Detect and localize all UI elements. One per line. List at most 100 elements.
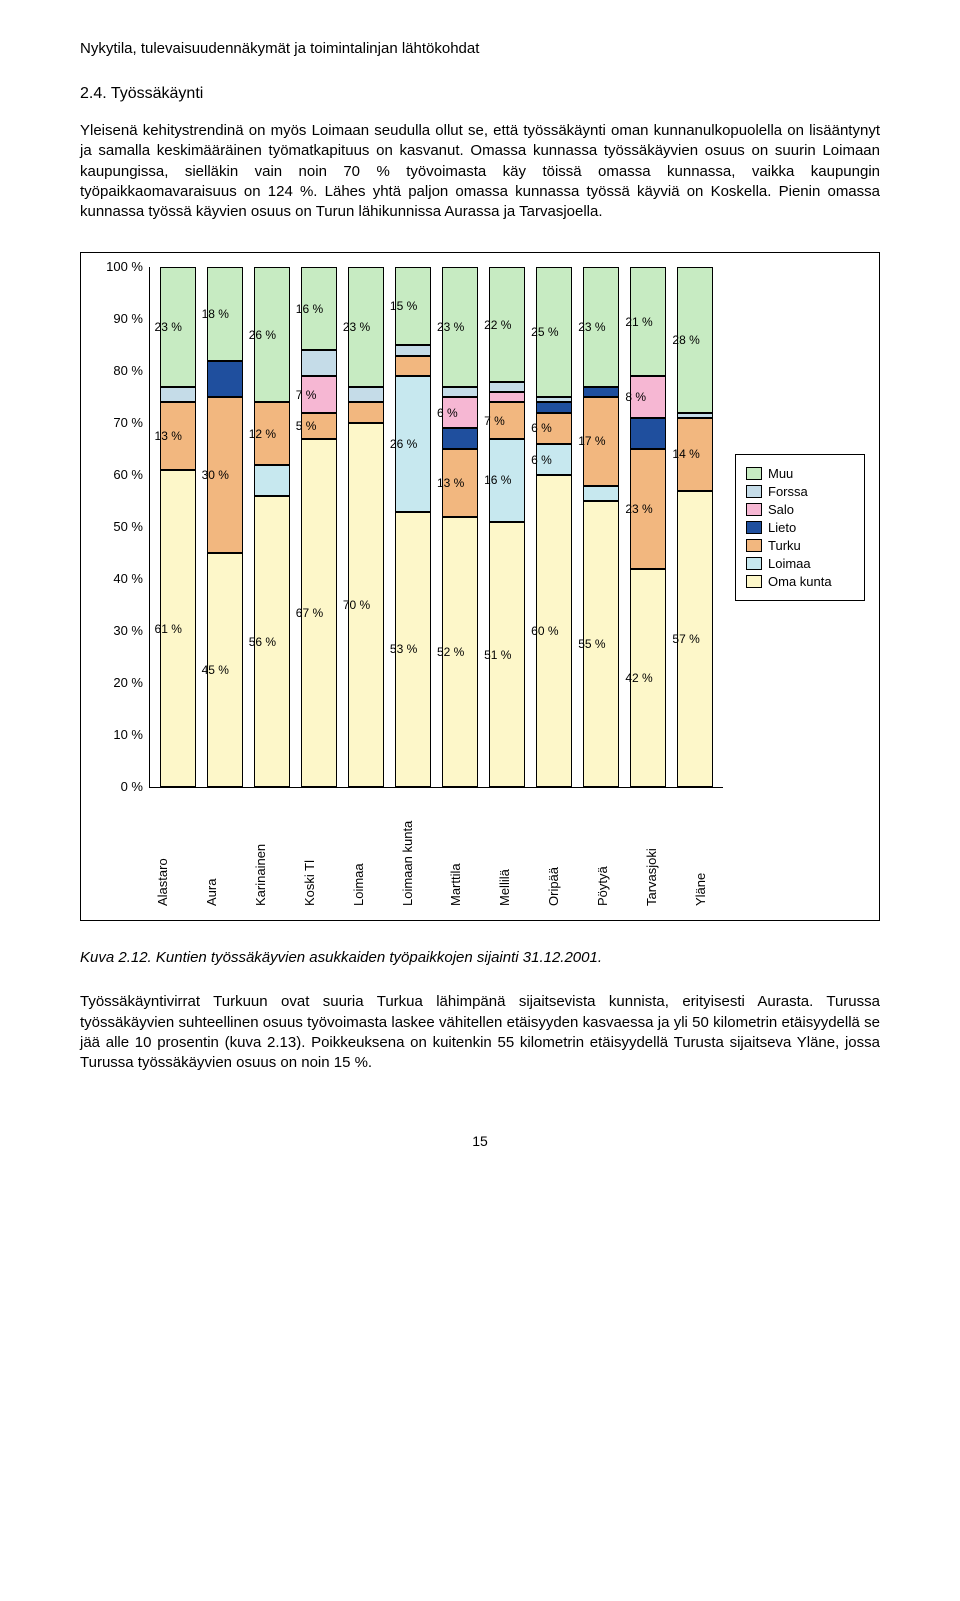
segment-label: 14 % <box>672 447 699 461</box>
legend-item: Muu <box>746 466 854 481</box>
segment-label: 15 % <box>390 299 417 313</box>
bar-segment: 6 % <box>536 444 572 475</box>
legend-label: Oma kunta <box>768 574 832 589</box>
bar-segment <box>348 402 384 423</box>
section-title: 2.4. Työssäkäynti <box>80 85 880 103</box>
segment-label: 42 % <box>625 671 652 685</box>
bar-column: 55 % 17 % 23 % <box>583 267 619 787</box>
bar-segment <box>489 392 525 402</box>
bar-segment: 57 % <box>677 491 713 787</box>
bar-segment <box>583 486 619 502</box>
figure-caption: Kuva 2.12. Kuntien työssäkäyvien asukkai… <box>80 949 880 966</box>
x-tick-label: Loimaan kunta <box>400 796 436 906</box>
segment-label: 25 % <box>531 325 558 339</box>
segment-label: 28 % <box>672 333 699 347</box>
bar-column: 57 %14 % 28 % <box>677 267 713 787</box>
segment-label: 26 % <box>249 328 276 342</box>
bar-segment <box>442 428 478 449</box>
legend-item: Forssa <box>746 484 854 499</box>
segment-label: 67 % <box>296 606 323 620</box>
bar-segment: 23 % <box>583 267 619 387</box>
segment-label: 30 % <box>202 468 229 482</box>
legend-label: Salo <box>768 502 794 517</box>
page-header: Nykytila, tulevaisuudennäkymät ja toimin… <box>80 40 880 57</box>
bar-column: 61 %13 %23 % <box>160 267 196 787</box>
bar-column: 42 %23 %8 %21 % <box>630 267 666 787</box>
bar-segment: 14 % <box>677 418 713 491</box>
segment-label: 12 % <box>249 427 276 441</box>
bar-segment <box>301 350 337 376</box>
x-tick-label: Oripää <box>546 796 582 906</box>
bar-segment: 53 % <box>395 512 431 788</box>
segment-label: 21 % <box>625 315 652 329</box>
bar-segment <box>160 387 196 403</box>
x-tick-label: Tarvasjoki <box>644 796 680 906</box>
x-tick-label: Alastaro <box>155 796 191 906</box>
segment-label: 22 % <box>484 318 511 332</box>
legend-label: Turku <box>768 538 801 553</box>
segment-label: 23 % <box>155 320 182 334</box>
bar-segment <box>442 387 478 397</box>
bar-segment <box>395 356 431 377</box>
segment-label: 53 % <box>390 642 417 656</box>
x-tick-label: Loimaa <box>351 796 387 906</box>
x-tick-label: Mellilä <box>497 796 533 906</box>
chart-x-axis: AlastaroAuraKarinainenKoski TlLoimaaLoim… <box>149 788 735 906</box>
legend-swatch <box>746 485 762 498</box>
bar-segment: 28 % <box>677 267 713 413</box>
bar-column: 45 %30 %18 % <box>207 267 243 787</box>
segment-label: 60 % <box>531 624 558 638</box>
segment-label: 52 % <box>437 645 464 659</box>
segment-label: 56 % <box>249 635 276 649</box>
bar-segment: 16 % <box>489 439 525 522</box>
segment-label: 23 % <box>343 320 370 334</box>
bar-segment: 30 % <box>207 397 243 553</box>
x-tick-label: Karinainen <box>253 796 289 906</box>
segment-label: 57 % <box>672 632 699 646</box>
segment-label: 6 % <box>531 453 552 467</box>
segment-label: 23 % <box>625 502 652 516</box>
x-tick-label: Aura <box>204 796 240 906</box>
legend-item: Oma kunta <box>746 574 854 589</box>
bar-column: 67 %5 %7 %16 % <box>301 267 337 787</box>
legend-label: Muu <box>768 466 793 481</box>
legend-label: Loimaa <box>768 556 811 571</box>
bar-segment: 23 % <box>160 267 196 387</box>
bar-segment: 26 % <box>254 267 290 402</box>
legend-item: Lieto <box>746 520 854 535</box>
bar-column: 52 %13 %6 %23 % <box>442 267 478 787</box>
bar-segment: 42 % <box>630 569 666 787</box>
segment-label: 23 % <box>437 320 464 334</box>
segment-label: 6 % <box>531 421 552 435</box>
bar-segment: 23 % <box>442 267 478 387</box>
segment-label: 13 % <box>155 429 182 443</box>
x-tick-label: Pöytyä <box>595 796 631 906</box>
bar-segment: 17 % <box>583 397 619 485</box>
legend-swatch <box>746 467 762 480</box>
bar-segment: 23 % <box>348 267 384 387</box>
segment-label: 16 % <box>484 473 511 487</box>
x-tick-label: Marttila <box>448 796 484 906</box>
bar-segment: 16 % <box>301 267 337 350</box>
bar-segment <box>348 387 384 403</box>
paragraph-1: Yleisenä kehitystrendinä on myös Loimaan… <box>80 121 880 222</box>
segment-label: 18 % <box>202 307 229 321</box>
bar-segment: 25 % <box>536 267 572 397</box>
segment-label: 13 % <box>437 476 464 490</box>
legend-label: Forssa <box>768 484 808 499</box>
legend-swatch <box>746 575 762 588</box>
bar-segment: 55 % <box>583 501 619 787</box>
bar-segment: 13 % <box>442 449 478 517</box>
bar-segment <box>254 465 290 496</box>
bar-column: 70 %23 % <box>348 267 384 787</box>
legend-swatch <box>746 539 762 552</box>
bar-column: 60 %6 %6 %25 % <box>536 267 572 787</box>
chart-container: 0 %10 %20 %30 %40 %50 %60 %70 %80 %90 %1… <box>80 252 880 921</box>
bar-segment <box>583 387 619 397</box>
segment-label: 61 % <box>155 622 182 636</box>
bar-segment: 52 % <box>442 517 478 787</box>
bar-segment: 51 % <box>489 522 525 787</box>
bar-segment <box>489 382 525 392</box>
segment-label: 51 % <box>484 648 511 662</box>
segment-label: 5 % <box>296 419 317 433</box>
